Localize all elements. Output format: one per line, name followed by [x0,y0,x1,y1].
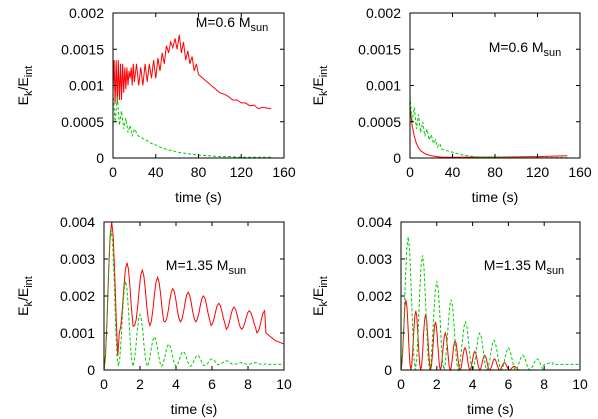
x-tick-label: 160 [272,164,296,180]
series-line-dashed [103,229,284,371]
x-tick-label: 160 [568,164,592,180]
mass-annotation: M=1.35 Msun [166,257,246,277]
y-tick-label: 0 [393,150,401,166]
y-tick-label: 0.0005 [358,114,401,130]
y-axis-label: Ek/Eint [310,276,330,316]
x-tick-label: 40 [148,164,164,180]
panel-top-right: 0 40 80 120 160 0 0.0005 0.001 0.0015 0.002 time (… [310,5,592,205]
x-tick-label: 0 [100,376,108,392]
x-axis-label: time (s) [175,189,222,205]
mass-annotation: M=1.35 Msun [484,257,564,277]
series-line-solid [112,34,272,110]
x-tick-label: 80 [191,164,207,180]
x-tick-label: 120 [230,164,254,180]
x-tick-label: 4 [469,376,477,392]
y-axis-label: Ek/Eint [310,66,330,106]
y-tick-label: 0 [87,362,95,378]
panel-bottom-left: 0 2 4 6 8 10 0 0.001 0.002 0.003 0.004 time (s) Ek/E… [15,214,292,417]
y-tick-label: 0.001 [357,325,392,341]
x-tick-label: 6 [505,376,513,392]
mass-annotation: M=0.6 Msun [489,39,562,59]
x-tick-label: 8 [244,376,252,392]
x-tick-label: 2 [136,376,144,392]
y-tick-label: 0 [96,150,104,166]
x-tick-label: 10 [276,376,292,392]
y-tick-label: 0.0015 [358,41,401,57]
y-tick-label: 0.003 [60,251,95,267]
y-tick-label: 0.002 [366,5,401,21]
x-tick-label: 10 [572,376,588,392]
y-axis-label: Ek/Eint [15,276,35,316]
y-tick-label: 0.001 [69,78,104,94]
x-tick-label: 2 [433,376,441,392]
panel-top-left: 0 40 80 120 160 0 0.0005 0.001 0.0015 0.002 time (… [15,5,296,205]
y-tick-label: 0 [384,362,392,378]
y-tick-label: 0.001 [366,78,401,94]
x-axis-label: time (s) [472,189,519,205]
series-line-dashed [112,92,272,158]
x-tick-label: 6 [208,376,216,392]
x-tick-label: 0 [397,376,405,392]
x-tick-label: 8 [540,376,548,392]
y-tick-label: 0.002 [60,288,95,304]
x-axis-label: time (s) [171,401,218,417]
plot-frame [400,221,581,371]
y-tick-label: 0.0015 [61,41,104,57]
mass-annotation: M=0.6 Msun [196,14,269,34]
y-axis-label: Ek/Eint [15,66,35,106]
plot-frame [409,12,581,159]
y-tick-label: 0.0005 [61,114,104,130]
x-tick-label: 4 [172,376,180,392]
y-tick-label: 0.004 [357,214,392,230]
panel-bottom-right: 0 2 4 6 8 10 0 0.001 0.002 0.003 0.004 time (s) Ek/E… [310,214,588,417]
x-tick-label: 40 [445,164,461,180]
y-tick-label: 0.003 [357,251,392,267]
x-axis-label: time (s) [467,401,514,417]
y-tick-label: 0.002 [69,5,104,21]
x-tick-label: 120 [526,164,550,180]
series-line-dashed [409,96,568,159]
y-tick-label: 0.004 [60,214,95,230]
series-line-solid [409,107,568,158]
y-tick-label: 0.002 [357,288,392,304]
x-tick-label: 80 [487,164,503,180]
y-tick-label: 0.001 [60,325,95,341]
x-tick-label: 0 [109,164,117,180]
series-line-solid [103,221,285,371]
x-tick-label: 0 [406,164,414,180]
